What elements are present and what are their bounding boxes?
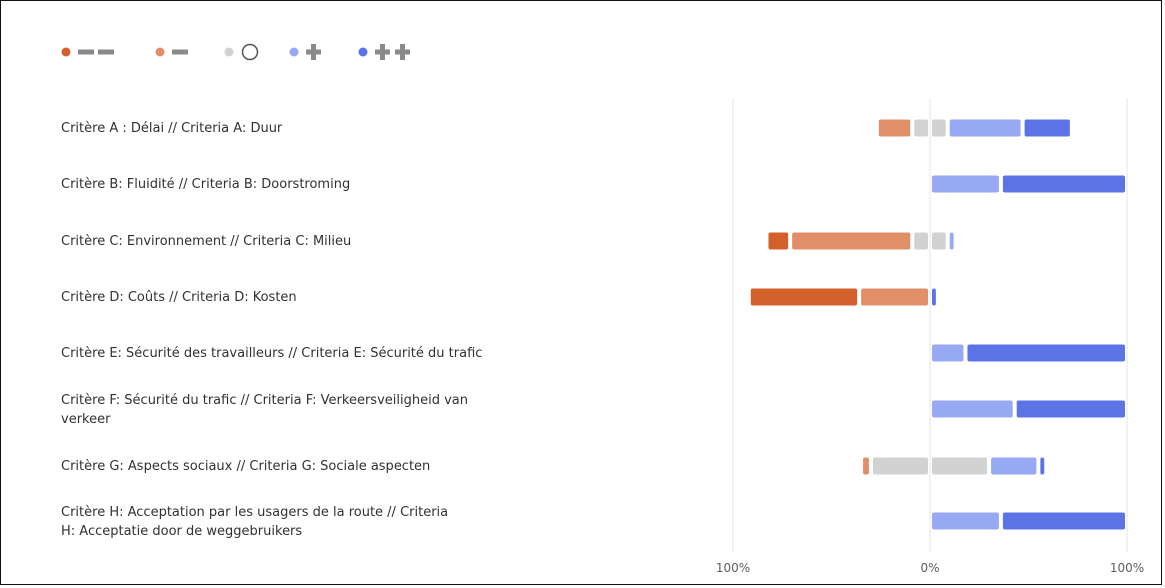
bar-neutral[interactable] — [932, 232, 946, 250]
bar-negative[interactable] — [792, 232, 911, 250]
minus-icon — [172, 49, 188, 55]
category-label: H: Acceptatie door de weggebruikers — [61, 524, 302, 539]
bar-positive[interactable] — [991, 457, 1037, 475]
bar-positive[interactable] — [949, 232, 954, 250]
bar-neutral[interactable] — [914, 232, 928, 250]
bar-very_positive[interactable] — [1002, 175, 1125, 193]
category-label: Critère A : Délai // Criteria A: Duur — [61, 121, 283, 136]
category-label: Critère D: Coûts // Criteria D: Kosten — [61, 290, 297, 305]
minus-minus-icon — [78, 49, 94, 55]
bar-very_positive[interactable] — [967, 344, 1125, 362]
bar-positive[interactable] — [932, 512, 999, 530]
circle-icon — [241, 43, 259, 61]
bar-very_negative[interactable] — [768, 232, 789, 250]
legend-dot-negative[interactable] — [155, 47, 165, 57]
bar-very_positive[interactable] — [1040, 457, 1045, 475]
category-label: Critère H: Acceptation par les usagers d… — [61, 505, 448, 520]
minus-minus-icon — [98, 49, 114, 55]
bar-very_negative[interactable] — [750, 288, 858, 306]
bar-negative[interactable] — [863, 457, 869, 475]
legend-dot-positive[interactable] — [289, 47, 299, 57]
legend-dot-neutral[interactable] — [224, 47, 234, 57]
bar-neutral[interactable] — [932, 457, 988, 475]
category-label: Critère C: Environnement // Criteria C: … — [61, 234, 351, 249]
bar-neutral[interactable] — [932, 119, 946, 137]
plus-plus-icon — [380, 44, 385, 60]
bar-positive[interactable] — [932, 400, 1013, 418]
x-tick-label: 0% — [920, 561, 939, 575]
bar-very_positive[interactable] — [1002, 512, 1125, 530]
bar-positive[interactable] — [949, 119, 1021, 137]
bar-neutral[interactable] — [914, 119, 928, 137]
plus-plus-icon — [400, 44, 405, 60]
bar-positive[interactable] — [932, 344, 964, 362]
category-label: verkeer — [61, 412, 111, 427]
bar-negative[interactable] — [878, 119, 911, 137]
bar-positive[interactable] — [932, 175, 999, 193]
x-tick-label: 100% — [716, 561, 750, 575]
bar-neutral[interactable] — [872, 457, 928, 475]
legend-dot-very_positive[interactable] — [358, 47, 368, 57]
legend-dot-very_negative[interactable] — [61, 47, 71, 57]
x-tick-label: 100% — [1110, 561, 1144, 575]
bar-negative[interactable] — [861, 288, 928, 306]
bar-very_positive[interactable] — [1024, 119, 1070, 137]
category-label: Critère F: Sécurité du trafic // Criteri… — [61, 393, 468, 408]
category-label: Critère G: Aspects sociaux // Criteria G… — [61, 459, 430, 474]
category-label: Critère E: Sécurité des travailleurs // … — [61, 346, 482, 361]
category-label: Critère B: Fluidité // Criteria B: Doors… — [61, 177, 350, 192]
plus-icon — [311, 44, 316, 60]
bar-very_positive[interactable] — [932, 288, 936, 306]
bar-very_positive[interactable] — [1016, 400, 1125, 418]
